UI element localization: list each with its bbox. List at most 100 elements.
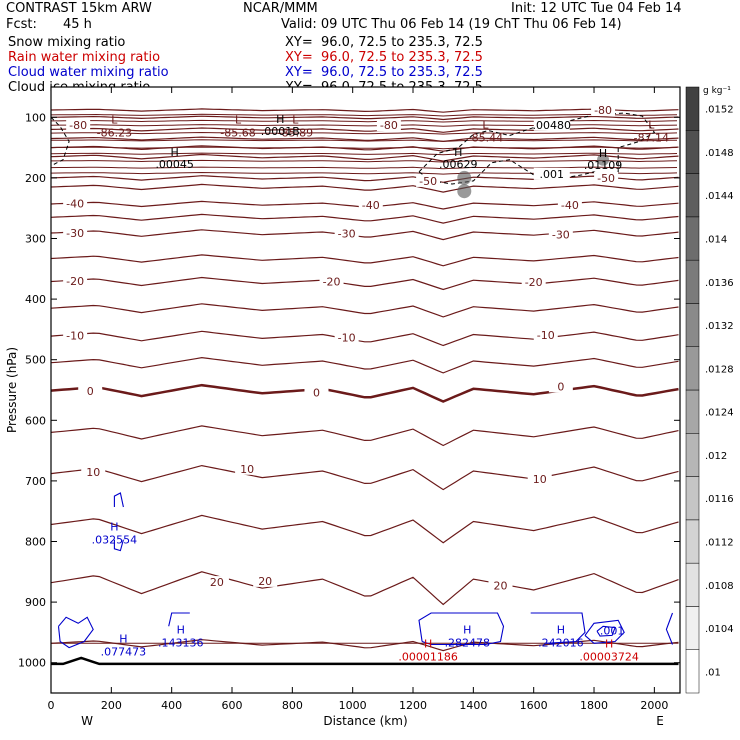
colorbar-tick-label: .012 — [705, 451, 727, 462]
colorbar-segment — [685, 86, 700, 131]
colorbar-tick-label: .0136 — [705, 278, 734, 289]
snow-high-value: .00045 — [155, 158, 194, 171]
temperature-contour-m70 — [50, 127, 679, 133]
low-value: -85.89 — [278, 126, 313, 139]
temperature-label-bg — [66, 119, 91, 132]
field-name-rain: Rain water mixing ratio — [8, 50, 161, 65]
colorbar-segment — [685, 303, 700, 347]
temperature-contour-15 — [50, 514, 679, 544]
colorbar-tick-label: .0144 — [705, 191, 734, 202]
temperature-contour-label: -80 — [69, 119, 87, 132]
y-tick-label: 100 — [25, 111, 46, 124]
y-axis-label: Pressure (hPa) — [5, 347, 19, 433]
temperature-contour-m15 — [50, 303, 679, 318]
colorbar-tick-label: .0104 — [705, 624, 734, 635]
fcst-value: 45 h — [63, 17, 92, 32]
cloud-water-high-marker: H — [177, 623, 185, 636]
strat-contour-line — [51, 119, 678, 123]
temperature-contour-m50 — [50, 175, 679, 183]
colorbar-segment — [685, 173, 700, 218]
temperature-contour-m10 — [50, 330, 679, 347]
temperature-contour-m5 — [50, 356, 679, 374]
colorbar-tick-label: .0128 — [705, 364, 734, 375]
temperature-contour-label: -10 — [66, 329, 84, 342]
snow-high-marker: H — [599, 147, 607, 160]
x-tick-label: 1200 — [399, 699, 427, 712]
snow-high-value: .01109 — [584, 159, 623, 172]
snow-high-value: .00629 — [439, 158, 478, 171]
cloud-water-high-value: .282478 — [445, 636, 491, 649]
cloud-water-high-value: .032554 — [92, 533, 138, 546]
low-marker: L — [235, 113, 242, 126]
colorbar-tick-label: .0108 — [705, 581, 734, 592]
west-label: W — [81, 714, 93, 728]
temperature-label-bg — [319, 275, 344, 288]
temperature-label-bg — [521, 276, 546, 289]
strat-contour-line — [51, 139, 678, 142]
strat-contour-line — [50, 146, 678, 150]
field-xy-cloud-ice: XY= 96.0, 72.5 to 235.3, 72.5 — [285, 80, 483, 95]
temperature-contour-m35 — [50, 213, 679, 224]
x-tick-label: 2000 — [640, 699, 668, 712]
x-tick-label: 1600 — [520, 699, 548, 712]
colorbar-segment — [685, 519, 700, 564]
temperature-contour-label: -50 — [419, 175, 437, 188]
y-tick-label: 800 — [25, 536, 46, 549]
strat-contour-line — [50, 113, 678, 117]
colorbar-segment — [685, 649, 700, 694]
temperature-contour-5 — [50, 425, 679, 447]
x-tick-label: 800 — [282, 699, 303, 712]
temperature-label-bg — [78, 385, 103, 398]
snow-blob-2 — [457, 184, 472, 199]
strat-contour-line — [50, 171, 678, 175]
colorbar-segment — [685, 130, 700, 174]
temperature-contour-m20 — [50, 276, 679, 291]
x-tick-label: 0 — [48, 699, 55, 712]
temperature-label-bg — [63, 274, 88, 287]
low-marker: L — [111, 113, 118, 126]
temperature-label-bg — [358, 199, 383, 212]
cloud-water-contour-2 — [168, 612, 190, 627]
cloud-water-high-value: .077473 — [101, 646, 147, 659]
field-name-cloud-water: Cloud water mixing ratio — [8, 65, 169, 80]
colorbar-tick-label: .0124 — [705, 408, 734, 419]
cloud-water-contour-5 — [584, 619, 625, 644]
colorbar-segment — [685, 389, 700, 434]
field-xy-rain: XY= 96.0, 72.5 to 235.3, 72.5 — [285, 50, 483, 65]
x-tick-label: 1800 — [580, 699, 608, 712]
temperature-label-bg — [81, 465, 106, 478]
snow-high-marker: H — [171, 146, 179, 159]
temperature-contour-25 — [50, 639, 679, 652]
snow-blob-3 — [597, 153, 610, 166]
y-tick-label: 400 — [25, 293, 46, 306]
field-xy-snow: XY= 96.0, 72.5 to 235.3, 72.5 — [285, 35, 483, 50]
temperature-label-bg — [416, 174, 441, 187]
field-xy-cloud-water: XY= 96.0, 72.5 to 235.3, 72.5 — [285, 65, 483, 80]
x-axis-label: Distance (km) — [323, 714, 407, 728]
temperature-label-bg — [334, 331, 359, 344]
temperature-contour-label: -20 — [323, 276, 341, 289]
temperature-contour-m45 — [50, 183, 679, 193]
colorbar-segment — [685, 346, 700, 391]
temperature-contour-label: -20 — [66, 275, 84, 288]
colorbar-tick-label: .0116 — [705, 494, 734, 505]
x-tick-label: 200 — [101, 699, 122, 712]
temperature-contour-label: -80 — [380, 119, 398, 132]
temperature-label-bg — [376, 119, 401, 132]
cloud-water-contour-4 — [530, 612, 586, 644]
temperature-contour-label: 0 — [87, 385, 94, 398]
y-tick-label: 300 — [25, 233, 46, 246]
east-label: E — [656, 714, 664, 728]
temperature-contour-label: -30 — [66, 227, 84, 240]
colorbar-segment — [685, 606, 700, 650]
low-value: -85.44 — [468, 131, 503, 144]
strat-contour-line — [50, 124, 678, 127]
temperature-label-bg — [63, 227, 88, 240]
snow-contour-west — [50, 116, 70, 167]
temperature-label-bg — [253, 574, 278, 587]
temperature-contour-m30 — [50, 229, 679, 241]
colorbar-tick-label: .014 — [705, 235, 727, 246]
colorbar-tick-label: .0152 — [705, 105, 734, 116]
temperature-contour-label: -10 — [338, 331, 356, 344]
cloud-water-contour-7 — [665, 612, 674, 645]
